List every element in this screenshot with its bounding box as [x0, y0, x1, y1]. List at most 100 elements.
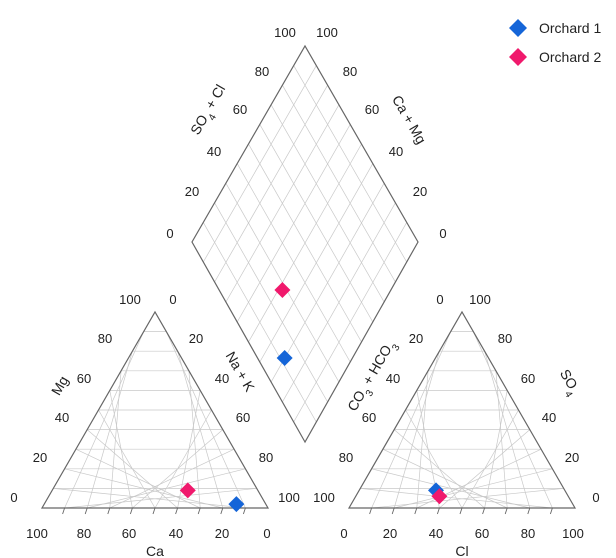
anion-tick-mark [459, 507, 463, 515]
legend-label: Orchard 2 [539, 49, 601, 65]
anion-tick-mark [527, 507, 531, 515]
anion-tick-mark [414, 507, 418, 515]
cation-grid-a [75, 448, 201, 509]
diamond-camg-tick-label: 80 [343, 64, 357, 79]
anion-cl-tick-label: 100 [562, 526, 584, 541]
anion-grid-a [393, 429, 485, 509]
diamond-camg-axis-label: Ca + Mg [389, 92, 430, 146]
diamond-camg-tick-label: 20 [413, 184, 427, 199]
cation-grid-b [177, 351, 224, 509]
cation-tick-mark [62, 507, 66, 515]
cation-nak-tick-label: 80 [259, 450, 273, 465]
diamond-grid-b [293, 65, 408, 263]
anion-tick-mark [436, 507, 440, 515]
anion-tick-mark [549, 507, 553, 515]
diamond-grid-b [270, 104, 385, 303]
diamond-point [274, 282, 291, 298]
anion-cl-tick-label: 20 [383, 526, 397, 541]
diamond-so4cl-tick-label: 80 [255, 64, 269, 79]
cation-mg-axis-label: Mg [48, 373, 72, 398]
tick-labels: 100 80 60 40 20 0 0 20 40 60 80 100 0 20 40 60 80 100 0 20 4… [10, 25, 599, 541]
cation-mg-tick-label: 80 [98, 331, 112, 346]
diamond-grid-a [225, 104, 340, 303]
diamond-grid-a [214, 85, 328, 283]
anion-so4-axis-label: SO4 [552, 366, 584, 399]
anion-grid-b [461, 409, 519, 509]
cation-nak-tick-label: 40 [215, 371, 229, 386]
diamond-grid-b [248, 143, 362, 343]
cation-ca-tick-label: 80 [77, 526, 91, 541]
cation-grid-a [98, 409, 156, 509]
anion-hco3-tick-label: 40 [386, 371, 400, 386]
cation-nak-tick-label: 60 [236, 410, 250, 425]
diamond-point [276, 350, 293, 366]
cation-mg-tick-label: 40 [55, 410, 69, 425]
cation-tick-mark [129, 507, 133, 515]
diamond-so4cl-tick-label: 20 [185, 184, 199, 199]
anion-grid-b [484, 351, 531, 509]
anion-so4-tick-label: 40 [542, 410, 556, 425]
cation-tick-mark [242, 507, 246, 515]
cation-grid-b [177, 390, 201, 509]
cation-tick-mark [175, 507, 179, 515]
cation-point [179, 482, 196, 499]
cation-ca-axis-label: Ca [146, 543, 164, 558]
anion-hco3-tick-label: 100 [313, 490, 335, 505]
legend-marker [509, 19, 527, 37]
anion-cl-tick-label: 0 [340, 526, 347, 541]
anion-so4-tick-label: 60 [521, 371, 535, 386]
cation-mg-tick-label: 20 [33, 450, 47, 465]
anion-grid-a [360, 488, 553, 509]
cation-mg-tick-label: 0 [10, 490, 17, 505]
legend-label: Orchard 1 [539, 20, 601, 36]
diamond-camg-tick-label: 60 [365, 102, 379, 117]
cation-grid-b [154, 409, 212, 509]
anion-point [431, 488, 448, 505]
cation-grid-b [188, 370, 201, 509]
anion-grid-b [484, 390, 508, 509]
anion-tick-mark [391, 507, 395, 515]
cation-ca-tick-label: 100 [26, 526, 48, 541]
legend-marker [509, 48, 527, 66]
cation-point [228, 496, 245, 513]
anion-grid-a [382, 448, 508, 509]
anion-cl-axis-label: Cl [455, 543, 468, 558]
anion-hco3-tick-label: 0 [436, 292, 443, 307]
anion-grid-b [472, 331, 553, 509]
diamond-grid-a [236, 124, 351, 323]
cation-ca-tick-label: 0 [263, 526, 270, 541]
cation-tick-mark [107, 507, 111, 515]
legend-entry: Orchard 1 [509, 19, 601, 37]
cation-grid-a [53, 488, 246, 509]
diamond-so4cl-tick-label: 60 [233, 102, 247, 117]
anion-so4-tick-label: 0 [592, 490, 599, 505]
data-points [179, 282, 448, 513]
anion-cl-tick-label: 60 [475, 526, 489, 541]
cation-mg-tick-label: 100 [119, 292, 141, 307]
anion-cl-tick-label: 40 [429, 526, 443, 541]
diamond-so4cl-tick-label: 100 [274, 25, 296, 40]
legend-entry: Orchard 2 [509, 48, 601, 66]
grid-lines [53, 65, 564, 509]
cation-ca-tick-label: 60 [122, 526, 136, 541]
anion-grid-a [405, 409, 463, 509]
cation-ca-tick-label: 40 [169, 526, 183, 541]
cation-grid-a [64, 468, 223, 509]
outlines [40, 44, 577, 515]
anion-cl-tick-label: 80 [521, 526, 535, 541]
diamond-grid-b [282, 85, 396, 283]
cation-nak-tick-label: 0 [169, 292, 176, 307]
diamond-so4cl-tick-label: 0 [166, 226, 173, 241]
cation-tick-mark [84, 507, 88, 515]
cation-nak-tick-label: 20 [189, 331, 203, 346]
cation-grid-b [165, 331, 246, 509]
anion-grid-b [495, 370, 508, 509]
diamond-outline [191, 44, 419, 444]
anion-hco3-tick-label: 20 [409, 331, 423, 346]
anion-so4-tick-label: 80 [498, 331, 512, 346]
cation-tick-mark [152, 507, 156, 515]
cation-ca-tick-label: 20 [215, 526, 229, 541]
anion-tick-mark [504, 507, 508, 515]
diamond-so4cl-axis-label: SO4 + Cl [187, 82, 233, 140]
